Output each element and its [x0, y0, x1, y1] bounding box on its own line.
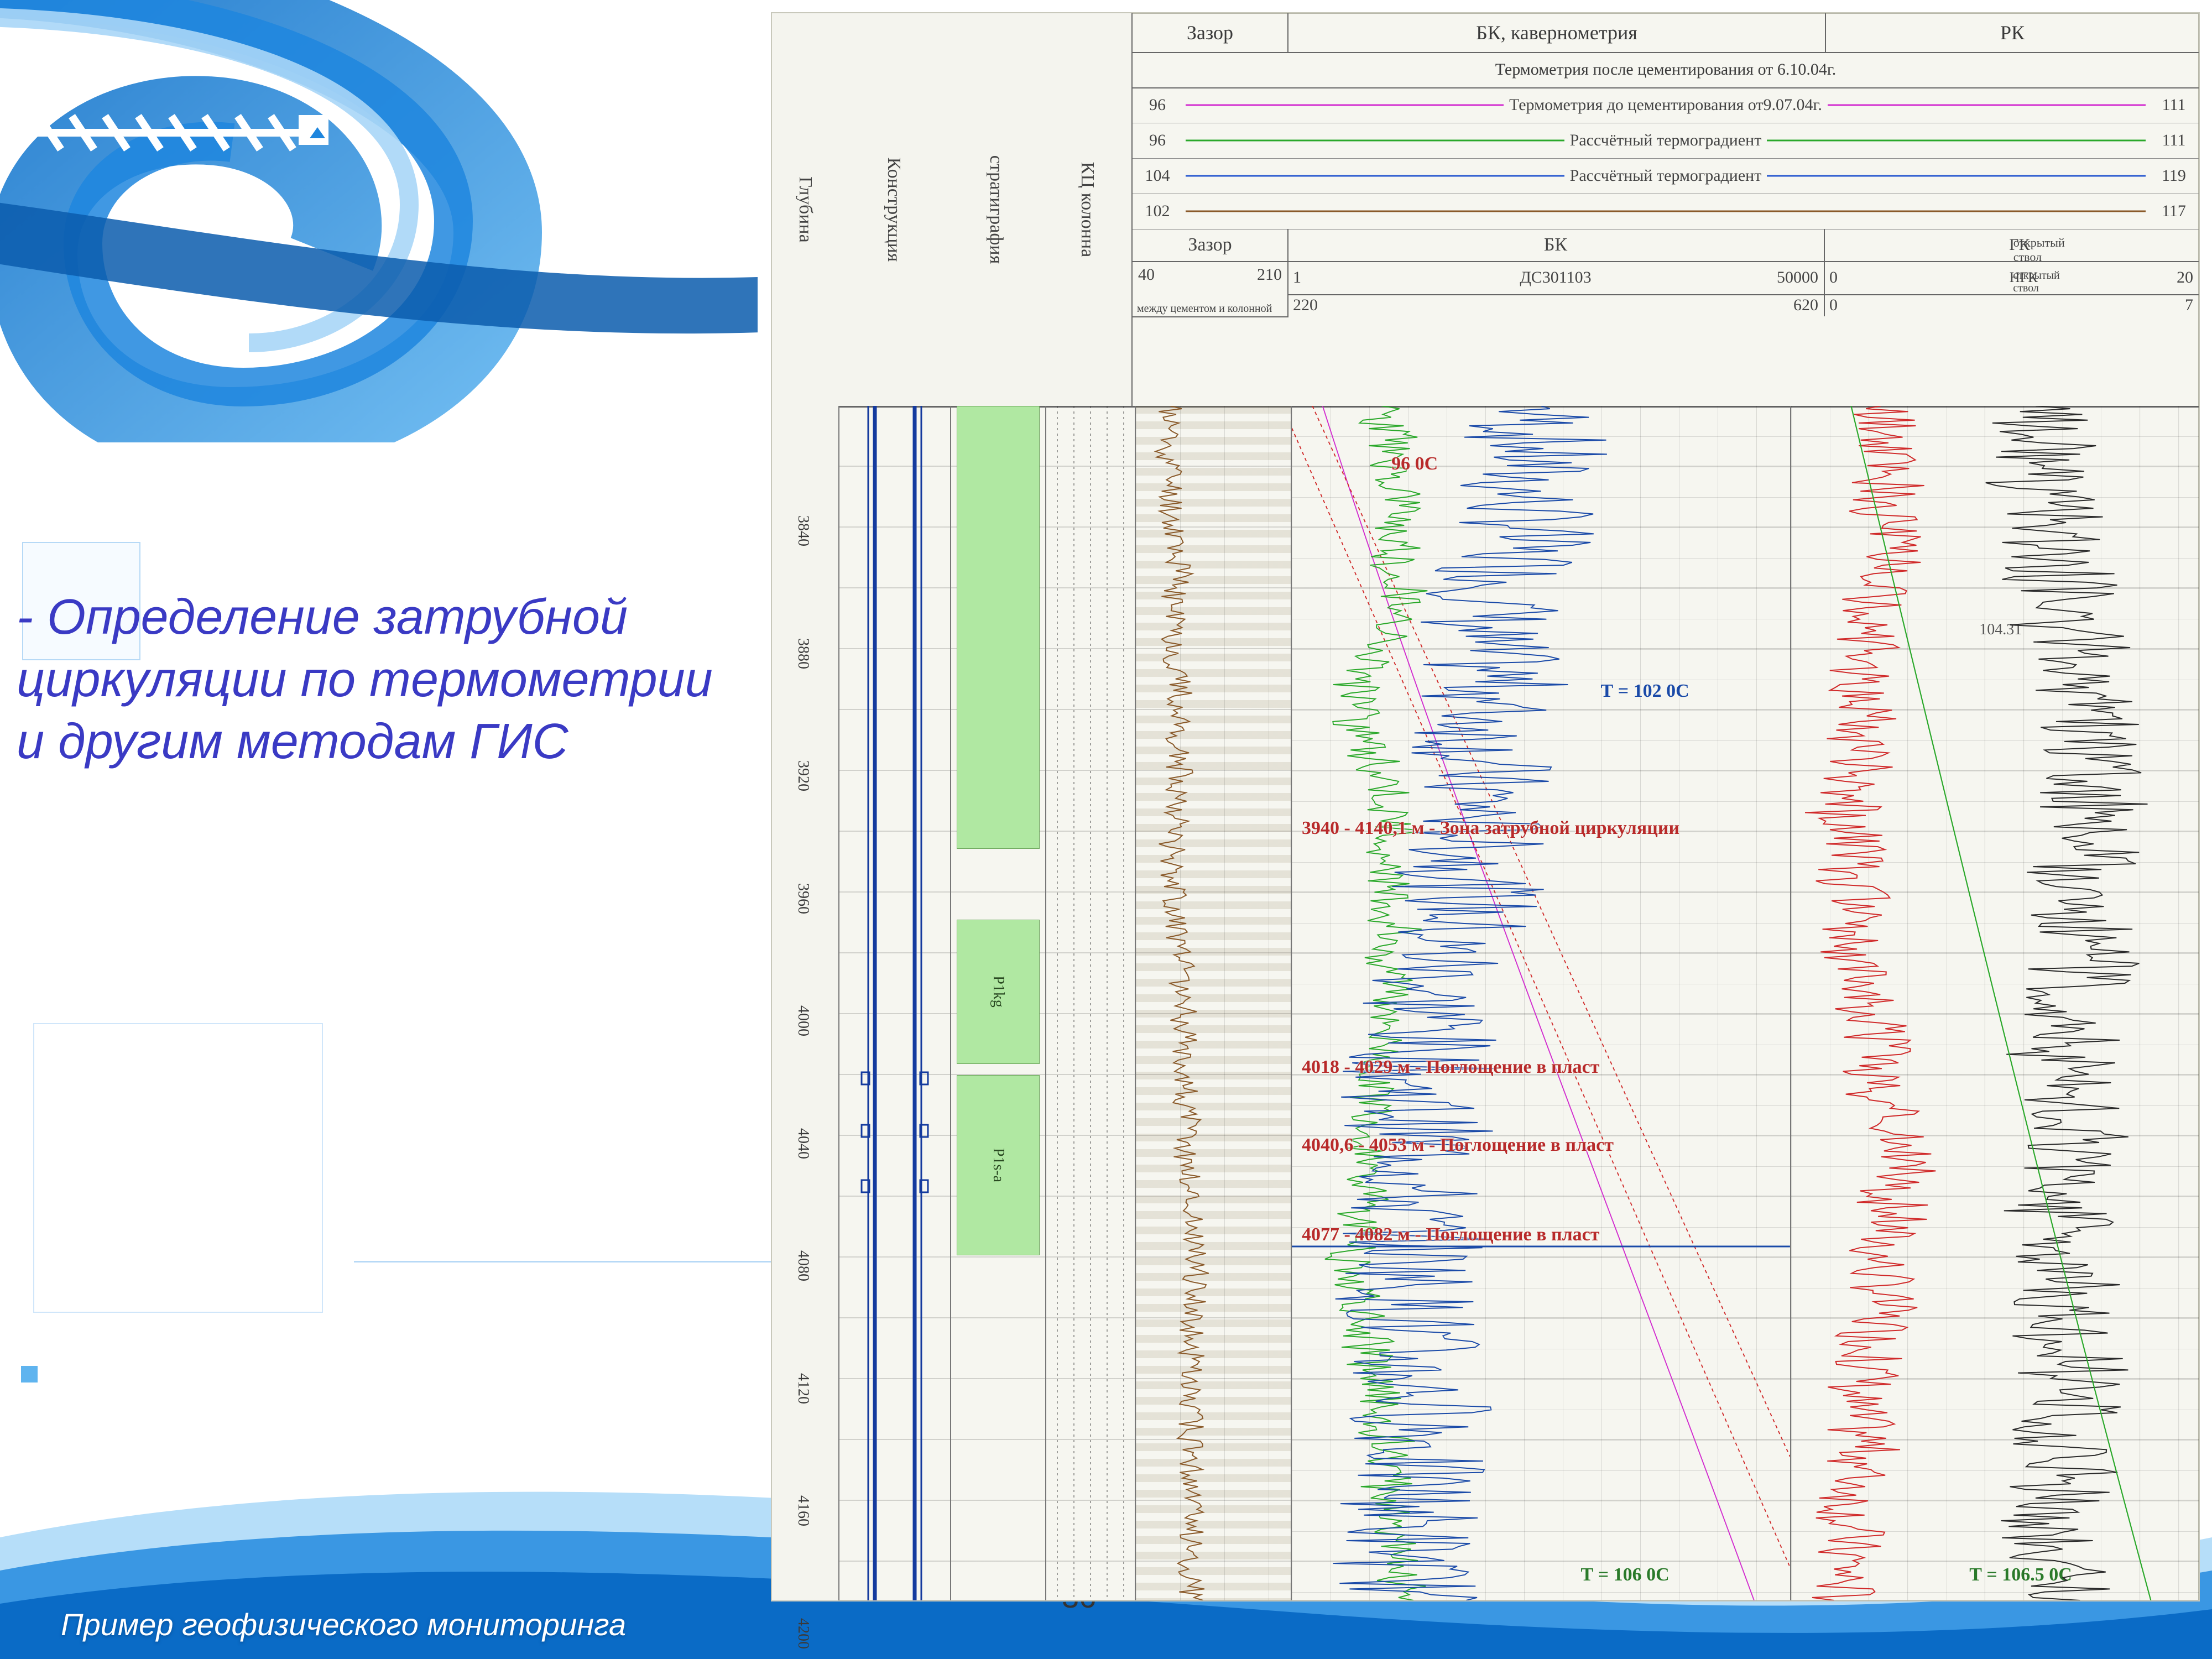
thermo-title-row: Термометрия после цементирования от 6.10… — [1133, 52, 2199, 88]
track-stratigraphy: P1kg P1s-a — [951, 406, 1046, 1600]
construction-svg — [839, 406, 950, 1600]
legend-right: 117 — [2149, 202, 2199, 221]
legend-left: 96 — [1133, 96, 1182, 114]
track-depth: 3840388039203960400040404080412041604200 — [772, 406, 839, 1600]
kc-svg — [1046, 406, 1135, 1600]
track-gap — [1136, 406, 1292, 1600]
well-log-panel: Глубина Конструкция стратиграфия КЦ коло… — [771, 12, 2200, 1601]
col-stratigraphy-label: стратиграфия — [985, 155, 1006, 264]
gap-sub: между цементом и колонной — [1137, 303, 1281, 314]
col-kc-header: КЦ колонна — [1043, 13, 1131, 406]
gap-label: Зазор — [1133, 229, 1288, 262]
col-stratigraphy-header: стратиграфия — [949, 13, 1044, 406]
legend-mid: Рассчётный термоградиент — [1182, 166, 2149, 185]
bk-scale-top: 1 ДС301103 50000 — [1287, 261, 1825, 295]
chart-annotation: Т = 102 0С — [1601, 681, 1689, 702]
bk-bot-left: 220 — [1293, 296, 1318, 315]
thermo-title: Термометрия после цементирования от 6.10… — [1133, 52, 2199, 87]
gap-curves — [1136, 406, 1291, 1600]
thermo-legend-row: 104Рассчётный термоградиент119 — [1133, 158, 2199, 194]
hdr-gap: Зазор — [1133, 13, 1288, 52]
thermo-legend-row: 96Рассчётный термоградиент111 — [1133, 123, 2199, 159]
chart-annotation: 4018 - 4029 м - Поглощение в пласт — [1302, 1057, 1599, 1078]
bk-label: БК — [1287, 229, 1825, 262]
decor-swirl — [0, 0, 758, 442]
bk-scale-bot: 220 620 — [1287, 294, 1825, 316]
bk-top-left: 1 — [1293, 268, 1301, 287]
depth-tick: 4120 — [794, 1355, 812, 1422]
slide-footer: Пример геофизического мониторинга — [61, 1606, 626, 1642]
ngk-right: 7 — [2185, 296, 2193, 315]
strat-band: P1s-a — [957, 1075, 1040, 1255]
legend-mid: Термометрия до цементирования от9.07.04г… — [1182, 96, 2149, 114]
gk-label: ГК открытый ствол — [1824, 229, 2199, 262]
chart-annotation: 3940 - 4140,1 м - Зона затрубной циркуля… — [1302, 818, 1679, 839]
col-depth-header: Глубина — [772, 13, 839, 406]
bk-annotations: 96 0С Т = 102 0С 3940 - 4140,1 м - Зона за… — [1292, 406, 1790, 1600]
thermo-legend-row: 96Термометрия до цементирования от9.07.0… — [1133, 87, 2199, 123]
header-right: Зазор БК, кавернометрия РК Термометрия п… — [1133, 13, 2199, 406]
slide-title: - Определение затрубной циркуляции по те… — [17, 586, 747, 773]
track-construction — [839, 406, 951, 1600]
depth-tick: 4160 — [794, 1478, 812, 1544]
legend-left: 96 — [1133, 131, 1182, 150]
col-construction-label: Конструкция — [883, 158, 904, 262]
col-kc-label: КЦ колонна — [1077, 162, 1098, 258]
gap-left: 40 — [1138, 265, 1155, 284]
legend-right: 111 — [2149, 96, 2199, 114]
depth-tick: 3880 — [794, 620, 812, 687]
gk-note: открытый ствол — [2013, 236, 2065, 264]
header-row-labels: Зазор БК, кавернометрия РК — [1133, 13, 2199, 53]
track-rk — [1791, 406, 2199, 1600]
ngk-left: 0 — [1829, 296, 1838, 315]
hdr-bk: БК, кавернометрия — [1288, 13, 1826, 52]
scale-rows: Зазор БК ГК открытый ствол 40 210 между … — [1133, 229, 2199, 406]
gk-left: 0 — [1829, 268, 1838, 287]
legend-right: 119 — [2149, 166, 2199, 185]
chart-annotation: 96 0С — [1391, 453, 1438, 474]
depth-tick: 4000 — [794, 988, 812, 1054]
depth-tick: 4200 — [794, 1600, 812, 1659]
chart-header: Глубина Конструкция стратиграфия КЦ коло… — [772, 13, 2199, 408]
strat-band — [957, 406, 1040, 849]
legend-right: 111 — [2149, 131, 2199, 150]
ngk-note: открытый ствол — [2013, 269, 2060, 295]
hdr-rk: РК — [1826, 13, 2199, 52]
depth-tick: 3960 — [794, 865, 812, 932]
col-construction-header: Конструкция — [838, 13, 950, 406]
gap-right: 210 — [1257, 265, 1282, 284]
bk-top-sub: ДС301103 — [1520, 268, 1591, 287]
header-left-columns: Глубина Конструкция стратиграфия КЦ коло… — [772, 13, 1133, 406]
col-depth-label: Глубина — [795, 176, 816, 242]
legend-mid: Рассчётный термоградиент — [1182, 131, 2149, 150]
depth-tick: 4080 — [794, 1233, 812, 1299]
chart-body: 3840388039203960400040404080412041604200… — [772, 406, 2199, 1600]
rk-curves — [1791, 406, 2199, 1600]
gap-scale: 40 210 между цементом и колонной — [1133, 261, 1288, 317]
strat-band: P1kg — [957, 920, 1040, 1064]
depth-tick: 3920 — [794, 743, 812, 809]
track-kc — [1046, 406, 1136, 1600]
gk-right: 20 — [2177, 268, 2193, 287]
chart-annotation: 4040,6 - 4053 м - Поглощение в пласт — [1302, 1135, 1614, 1156]
legend-left: 102 — [1133, 202, 1182, 221]
legend-left: 104 — [1133, 166, 1182, 185]
ngk-scale: 0 7 — [1824, 294, 2199, 316]
depth-tick: 3840 — [794, 498, 812, 564]
bk-top-right: 50000 — [1777, 268, 1818, 287]
gk-scale: 0 НГК открытый ствол 20 — [1824, 261, 2199, 295]
chart-annotation: 4077 - 4082 м - Поглощение в пласт — [1302, 1224, 1599, 1245]
bk-bot-right: 620 — [1793, 296, 1818, 315]
chart-annotation: Т = 106 0С — [1581, 1564, 1670, 1585]
track-bk: 96 0С Т = 102 0С 3940 - 4140,1 м - Зона за… — [1292, 406, 1791, 1600]
depth-tick: 4040 — [794, 1110, 812, 1177]
thermo-legend-row: 102 117 — [1133, 194, 2199, 229]
